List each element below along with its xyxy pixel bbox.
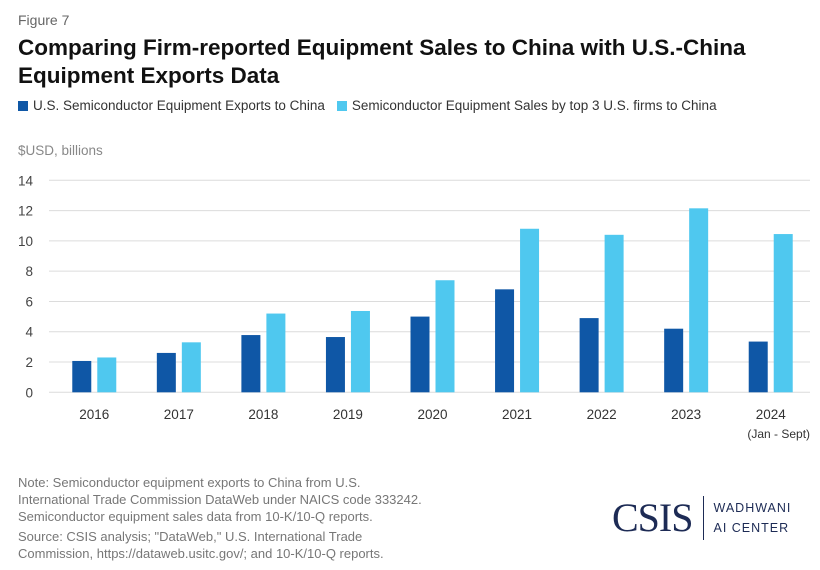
bar-exports-2019: [325, 337, 345, 393]
x-tick-label: 2022: [587, 407, 617, 422]
bar-sales-2018: [266, 313, 286, 393]
bar-exports-2023: [664, 328, 684, 393]
x-tick-label: 2019: [333, 407, 363, 422]
figure-label: Figure 7: [18, 12, 70, 28]
note-line: Semiconductor equipment sales data from …: [18, 509, 373, 524]
bar-exports-2017: [156, 352, 176, 393]
source-line: Commission, https://dataweb.usitc.gov/; …: [18, 546, 384, 561]
legend-swatch: [18, 100, 28, 111]
bar-exports-2024: [748, 341, 768, 393]
y-tick-label: 12: [18, 204, 33, 219]
legend-item-sales: Semiconductor Equipment Sales by top 3 U…: [336, 98, 717, 113]
legend: U.S. Semiconductor Equipment Exports to …: [18, 98, 717, 113]
logo-line: WADHWANI: [713, 500, 792, 515]
bar-sales-2016: [97, 357, 117, 393]
note-line: Note: Semiconductor equipment exports to…: [18, 475, 361, 490]
csis-logo: CSIS WADHWANI AI CENTER: [612, 494, 791, 541]
bar-sales-2019: [350, 310, 370, 393]
logo-line: AI CENTER: [713, 520, 790, 535]
bar-exports-2018: [241, 335, 261, 393]
legend-label: Semiconductor Equipment Sales by top 3 U…: [351, 98, 717, 113]
bar-sales-2023: [689, 208, 709, 393]
bar-sales-2020: [435, 280, 455, 393]
bar-sales-2022: [604, 234, 624, 393]
y-tick-label: 10: [18, 234, 33, 249]
y-tick-label: 14: [18, 173, 34, 188]
x-tick-sublabel: (Jan - Sept): [747, 427, 810, 441]
legend-item-exports: U.S. Semiconductor Equipment Exports to …: [18, 98, 325, 113]
y-tick-label: 6: [25, 294, 33, 309]
y-tick-label: 2: [25, 355, 33, 370]
bar-exports-2016: [72, 360, 92, 393]
y-tick-label: 8: [25, 264, 33, 279]
logo-sub: WADHWANI AI CENTER: [714, 498, 792, 538]
x-tick-label: 2021: [502, 407, 532, 422]
x-tick-label: 2020: [417, 407, 447, 422]
x-tick-label: 2017: [164, 407, 194, 422]
logo-divider: [702, 495, 704, 540]
notes: Note: Semiconductor equipment exports to…: [18, 474, 422, 562]
legend-label: U.S. Semiconductor Equipment Exports to …: [33, 98, 325, 113]
x-tick-label: 2024: [756, 407, 787, 422]
x-tick-label: 2023: [671, 407, 701, 422]
chart-title: Comparing Firm-reported Equipment Sales …: [18, 35, 746, 88]
x-tick-label: 2018: [248, 407, 278, 422]
y-tick-label: 0: [25, 385, 33, 400]
bar-chart: 0 2 4 6 8 10 12 14 2016 2017 2018 2019 2020 2021 2022 2…: [18, 173, 810, 441]
y-axis-label: $USD, billions: [18, 143, 103, 158]
y-tick-label: 4: [25, 325, 33, 340]
bar-sales-2024: [773, 234, 793, 393]
x-tick-label: 2016: [79, 407, 109, 422]
bar-exports-2020: [410, 316, 430, 393]
bar-exports-2022: [579, 318, 599, 393]
bar-sales-2021: [520, 228, 540, 393]
logo-main: CSIS: [612, 495, 693, 540]
bar-exports-2021: [495, 289, 515, 393]
source-line: Source: CSIS analysis; "DataWeb," U.S. I…: [18, 529, 363, 544]
bar-sales-2017: [181, 342, 201, 393]
note-line: International Trade Commission DataWeb u…: [18, 492, 422, 507]
legend-swatch: [336, 100, 347, 111]
